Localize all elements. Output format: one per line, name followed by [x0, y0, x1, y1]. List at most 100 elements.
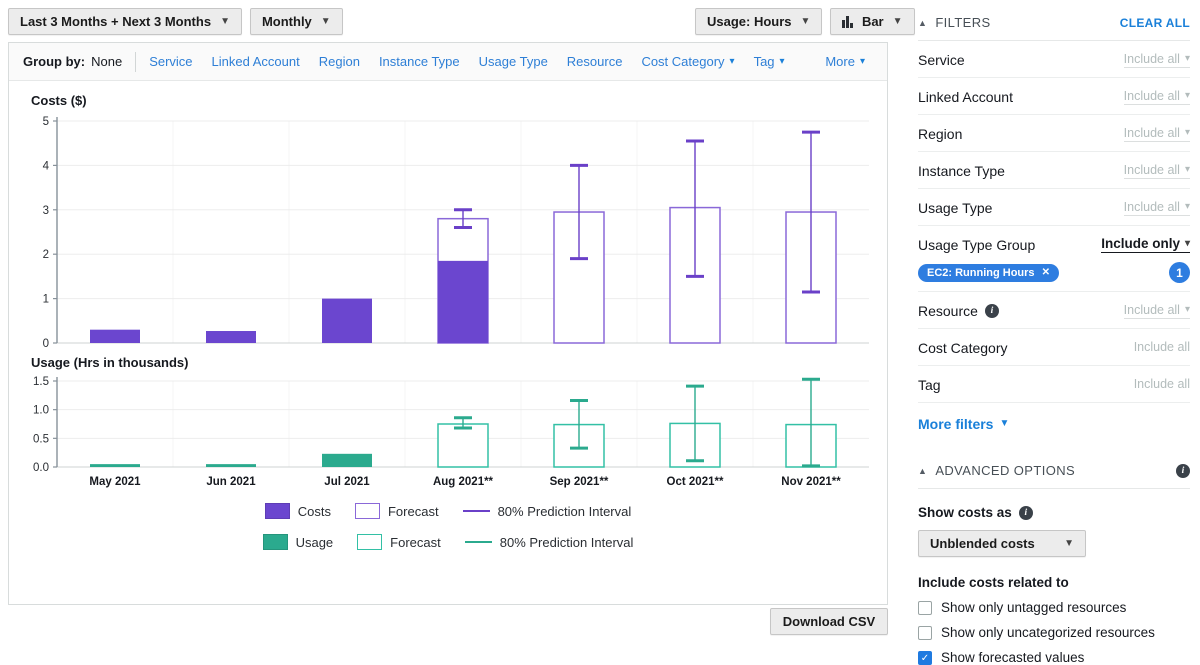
filter-value-label: Include all: [1123, 162, 1180, 177]
legend-label: Forecast: [390, 534, 441, 550]
group-by-link-label: Resource: [566, 54, 623, 69]
svg-text:1: 1: [43, 294, 49, 306]
svg-text:May 2021: May 2021: [89, 476, 141, 488]
chevron-down-icon: ▾: [1184, 163, 1190, 175]
show-costs-as-label: Show costs as: [918, 505, 1012, 520]
costs-chart: 0 1 2 3 4 5: [43, 116, 869, 350]
filter-tag-label: EC2: Running Hours: [927, 266, 1035, 279]
download-csv-button[interactable]: Download CSV: [770, 608, 888, 635]
group-by-service[interactable]: Service: [149, 54, 192, 69]
group-by-tag[interactable]: Tag ▾: [754, 54, 785, 69]
filter-value-dropdown-service[interactable]: Include all ▾: [1123, 51, 1190, 68]
divider: [135, 51, 137, 72]
group-by-link-label: Linked Account: [211, 54, 300, 69]
chevron-down-icon: ▾: [1184, 303, 1190, 315]
group-by-link-label: Instance Type: [378, 54, 460, 69]
checkbox-row-show-only-untagged-resources[interactable]: Show only untagged resources: [918, 600, 1190, 615]
chevron-down-icon: ▼: [320, 15, 331, 27]
checkbox-unchecked[interactable]: [918, 625, 932, 640]
actual-bar-may-2021: [90, 329, 140, 343]
filter-value-dropdown-cost-category[interactable]: Include all: [1134, 340, 1190, 355]
svg-text:Jun 2021: Jun 2021: [206, 476, 256, 488]
filter-list: Service Include all ▾ Linked Account Include…: [918, 41, 1190, 403]
usage-unit-button[interactable]: Usage: Hours ▼: [695, 8, 823, 35]
checkbox-unchecked[interactable]: [918, 600, 932, 615]
legend-costs-0: Costs: [264, 503, 331, 519]
group-by-link-label: Cost Category: [641, 54, 725, 69]
filter-value-dropdown-tag[interactable]: Include all: [1134, 377, 1190, 392]
checkbox-row-show-only-uncategorized-resources[interactable]: Show only uncategorized resources: [918, 625, 1190, 640]
filter-value-dropdown-usage-type-group[interactable]: Include only ▾: [1101, 236, 1190, 253]
filter-value-dropdown-usage-type[interactable]: Include all ▾: [1123, 199, 1190, 216]
filter-label: Region: [918, 125, 963, 142]
group-by-more[interactable]: More ▾: [825, 54, 865, 69]
group-by-region[interactable]: Region: [319, 54, 360, 69]
date-range-button[interactable]: Last 3 Months + Next 3 Months ▼: [8, 8, 242, 35]
cost-type-dropdown[interactable]: Unblended costs ▼: [918, 530, 1086, 557]
filter-label: Linked Account: [918, 88, 1013, 105]
filter-tag-row: EC2: Running Hours ✕ 1: [918, 262, 1190, 283]
legend-row-1: Usage Forecast 80% Prediction Interval: [262, 534, 633, 550]
clear-all-button[interactable]: CLEAR ALL: [1119, 15, 1190, 30]
more-filters-link[interactable]: More filters ▼: [918, 416, 1009, 432]
filter-label: Cost Category: [918, 339, 1008, 356]
chart-type-button[interactable]: Bar ▼: [830, 8, 915, 35]
chevron-down-icon: ▼: [800, 15, 811, 27]
chevron-down-icon: ▾: [1184, 89, 1190, 101]
svg-text:Nov 2021**: Nov 2021**: [781, 476, 841, 488]
date-range-label: Last 3 Months + Next 3 Months: [20, 14, 212, 29]
remove-tag-icon[interactable]: ✕: [1041, 267, 1050, 278]
filters-collapse-toggle[interactable]: ▲ FILTERS: [918, 15, 991, 30]
filter-row-tag: Tag Include all: [918, 366, 1190, 403]
checkbox-label: Show forecasted values: [941, 650, 1085, 665]
svg-text:5: 5: [43, 116, 49, 128]
actual-bar-may-2021: [90, 464, 140, 467]
filter-value-label: Include all: [1123, 125, 1180, 140]
group-by-instance-type[interactable]: Instance Type: [379, 54, 460, 69]
granularity-label: Monthly: [261, 14, 312, 29]
granularity-button[interactable]: Monthly ▼: [249, 8, 343, 35]
checkbox-checked[interactable]: ✓: [918, 650, 932, 665]
filters-sidebar: ▲ FILTERS CLEAR ALL Service Include all ▾ L…: [918, 0, 1190, 665]
filter-value-label: Include only: [1101, 236, 1180, 251]
triangle-up-icon: ▲: [918, 17, 928, 28]
chart-area: Costs ($) 0 1 2 3 4 5 Usage (Hrs in thousands…: [9, 81, 887, 550]
chevron-down-icon: ▾: [729, 55, 735, 67]
filter-tag-pill[interactable]: EC2: Running Hours ✕: [918, 263, 1059, 282]
filter-row-service: Service Include all ▾: [918, 41, 1190, 78]
filter-label: Resource: [918, 302, 978, 319]
chevron-down-icon: ▼: [999, 418, 1010, 429]
group-by-cost-category[interactable]: Cost Category ▾: [641, 54, 734, 69]
filter-value-dropdown-region[interactable]: Include all ▾: [1123, 125, 1190, 142]
svg-text:Sep 2021**: Sep 2021**: [550, 476, 609, 488]
group-by-resource[interactable]: Resource: [567, 54, 623, 69]
filter-value-label: Include all: [1123, 199, 1180, 214]
group-by-usage-type[interactable]: Usage Type: [479, 54, 548, 69]
filter-value-label: Include all: [1133, 340, 1190, 354]
chevron-down-icon: ▼: [1064, 537, 1074, 549]
bar-chart-icon: [842, 15, 853, 28]
download-csv-label: Download CSV: [782, 614, 876, 629]
filter-value-dropdown-linked-account[interactable]: Include all ▾: [1123, 89, 1190, 105]
group-by-link-label: Usage Type: [478, 54, 548, 69]
checkbox-list: Show only untagged resources Show only un…: [918, 600, 1190, 665]
filter-value-label: Include all: [1133, 377, 1190, 391]
checkbox-row-show-forecasted-values[interactable]: ✓ Show forecasted values: [918, 650, 1190, 665]
actual-bar-jul-2021: [322, 298, 372, 343]
cost-type-value: Unblended costs: [930, 536, 1035, 551]
chevron-down-icon: ▼: [892, 15, 903, 27]
usage-unit-label: Usage: Hours: [707, 14, 792, 29]
group-by-linked-account[interactable]: Linked Account: [212, 54, 300, 69]
advanced-options-collapse-toggle[interactable]: ▲ ADVANCED OPTIONS: [918, 463, 1075, 478]
filter-value-label: Include all: [1123, 51, 1180, 66]
filter-row-usage-type: Usage Type Include all ▾: [918, 189, 1190, 226]
svg-text:3: 3: [43, 205, 49, 217]
group-by-link-label: Tag: [753, 54, 775, 69]
toolbar-right: Usage: Hours ▼ Bar ▼: [695, 8, 915, 35]
filter-value-dropdown-instance-type[interactable]: Include all ▾: [1123, 162, 1190, 179]
svg-text:Oct 2021**: Oct 2021**: [667, 476, 724, 488]
filter-value-dropdown-resource[interactable]: Include all ▾: [1123, 303, 1190, 319]
legend-label: Costs: [297, 503, 331, 519]
triangle-up-icon: ▲: [918, 465, 928, 476]
advanced-options-header-row: ▲ ADVANCED OPTIONS i: [918, 463, 1190, 489]
